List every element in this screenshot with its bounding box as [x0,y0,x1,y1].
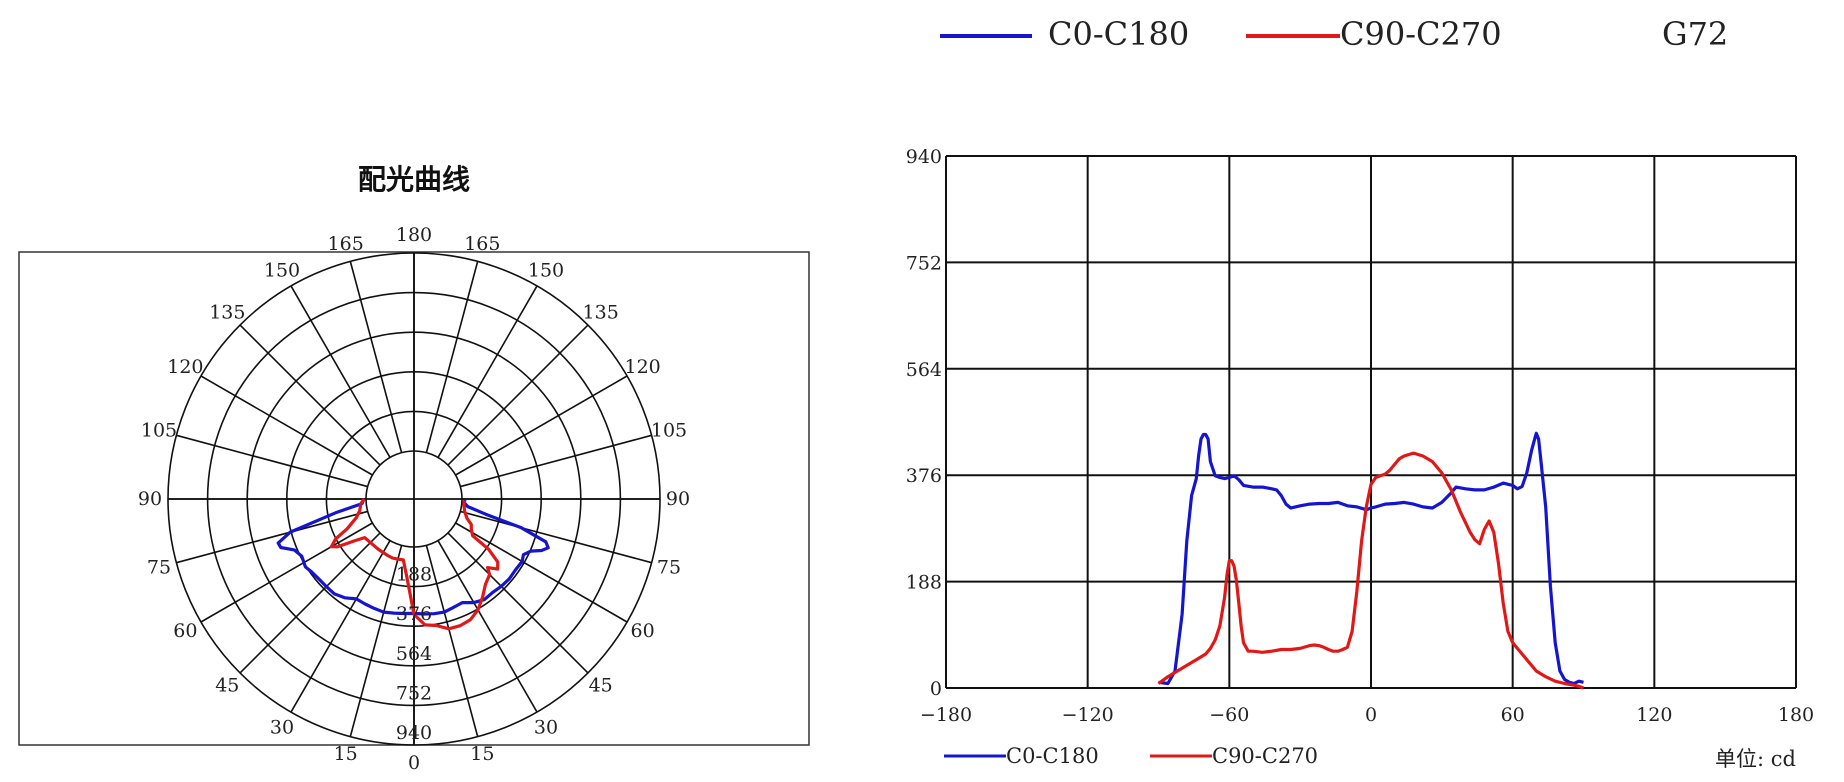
polar-spoke [425,545,479,737]
line-chart-labels: −180 −120 −60 0 60 120 180 0 188 376 564 752 940 [906,146,1814,726]
polar-radial-label: 188 [396,564,432,586]
polar-angle-label: 45 [215,675,239,697]
polar-spoke [455,522,628,623]
y-tick-label: 188 [906,572,942,594]
polar-spoke [460,434,652,488]
polar-spoke [239,324,381,466]
polar-angle-label: 135 [583,301,619,323]
bottom-legend-label-c90-c270: C90-C270 [1212,744,1318,768]
polar-spoke [437,540,538,713]
top-legend-model: G72 [1662,15,1728,53]
polar-spoke [349,261,403,453]
polar-angle-label: 90 [138,488,162,510]
x-tick-label: 120 [1636,704,1672,726]
polar-spoke [200,522,373,623]
line-series-c90-c270 [1157,451,1585,690]
polar-angle-label: 60 [173,620,197,642]
polar-spoke [455,375,628,476]
polar-spoke [176,510,368,564]
polar-angle-label: 75 [147,556,171,578]
y-tick-label: 564 [906,359,942,381]
polar-series-c0-c180 [276,498,550,616]
x-tick-label: −180 [920,704,972,726]
polar-angle-label: 0 [408,752,420,774]
polar-radial-label: 376 [396,603,432,625]
polar-spoke [447,532,589,674]
polar-angle-label: 15 [334,743,358,765]
top-legend-label-c0-c180: C0-C180 [1048,15,1189,53]
polar-spoke [200,375,373,476]
bottom-legend-label-c0-c180: C0-C180 [1006,744,1099,768]
polar-angle-label: 165 [464,233,500,255]
polar-spoke [460,510,652,564]
polar-angle-label: 30 [270,717,294,739]
polar-spoke [349,545,403,737]
polar-angle-label: 30 [534,717,558,739]
x-tick-label: 60 [1501,704,1525,726]
polar-angle-label: 60 [631,620,655,642]
top-legend: C0-C180 C90-C270 G72 [940,15,1728,53]
polar-angle-label: 135 [209,301,245,323]
polar-spoke [447,324,589,466]
x-tick-label: 0 [1365,704,1377,726]
y-tick-label: 0 [930,678,942,700]
y-tick-label: 752 [906,252,942,274]
x-tick-label: −120 [1062,704,1114,726]
polar-angle-label: 90 [666,488,690,510]
polar-labels: 0 15 15 30 30 45 45 60 60 75 75 90 90 105 105 120 120 135… [138,224,690,774]
polar-series-c90-c270 [329,498,500,631]
polar-chart-title: 配光曲线 [358,163,470,196]
polar-series [276,498,550,631]
polar-angle-label: 105 [141,420,177,442]
polar-angle-label: 75 [657,556,681,578]
polar-spoke [437,285,538,458]
polar-radial-label: 940 [396,722,432,744]
polar-chart: 配光曲线 0 15 15 30 30 45 45 60 60 75 75 90 90 105 105 120 1… [18,163,810,774]
polar-angle-label: 165 [328,233,364,255]
line-chart: −180 −120 −60 0 60 120 180 0 188 376 564 752 940 C0-… [906,146,1814,771]
line-series-c0-c180 [1158,431,1584,686]
polar-radial-label: 752 [396,682,432,704]
line-chart-grid [945,155,1797,689]
polar-angle-label: 45 [589,675,613,697]
polar-spoke [176,434,368,488]
polar-angle-label: 120 [624,356,660,378]
polar-angle-label: 120 [167,356,203,378]
polar-angle-label: 150 [264,259,300,281]
polar-angle-label: 105 [651,420,687,442]
line-chart-series [1157,431,1585,690]
polar-spoke [425,261,479,453]
polar-spoke [290,285,391,458]
polar-radial-label: 564 [396,643,432,665]
polar-spoke [239,532,381,674]
polar-spoke [290,540,391,713]
y-tick-label: 376 [906,465,942,487]
polar-grid [167,252,661,746]
polar-angle-label: 180 [396,224,432,246]
polar-angle-label: 150 [528,259,564,281]
unit-label: 单位: cd [1715,747,1796,771]
y-tick-label: 940 [906,146,942,168]
polar-angle-label: 15 [470,743,494,765]
bottom-legend: C0-C180 C90-C270 单位: cd [944,744,1796,771]
x-tick-label: −60 [1209,704,1249,726]
x-tick-label: 180 [1778,704,1814,726]
top-legend-label-c90-c270: C90-C270 [1340,15,1502,53]
